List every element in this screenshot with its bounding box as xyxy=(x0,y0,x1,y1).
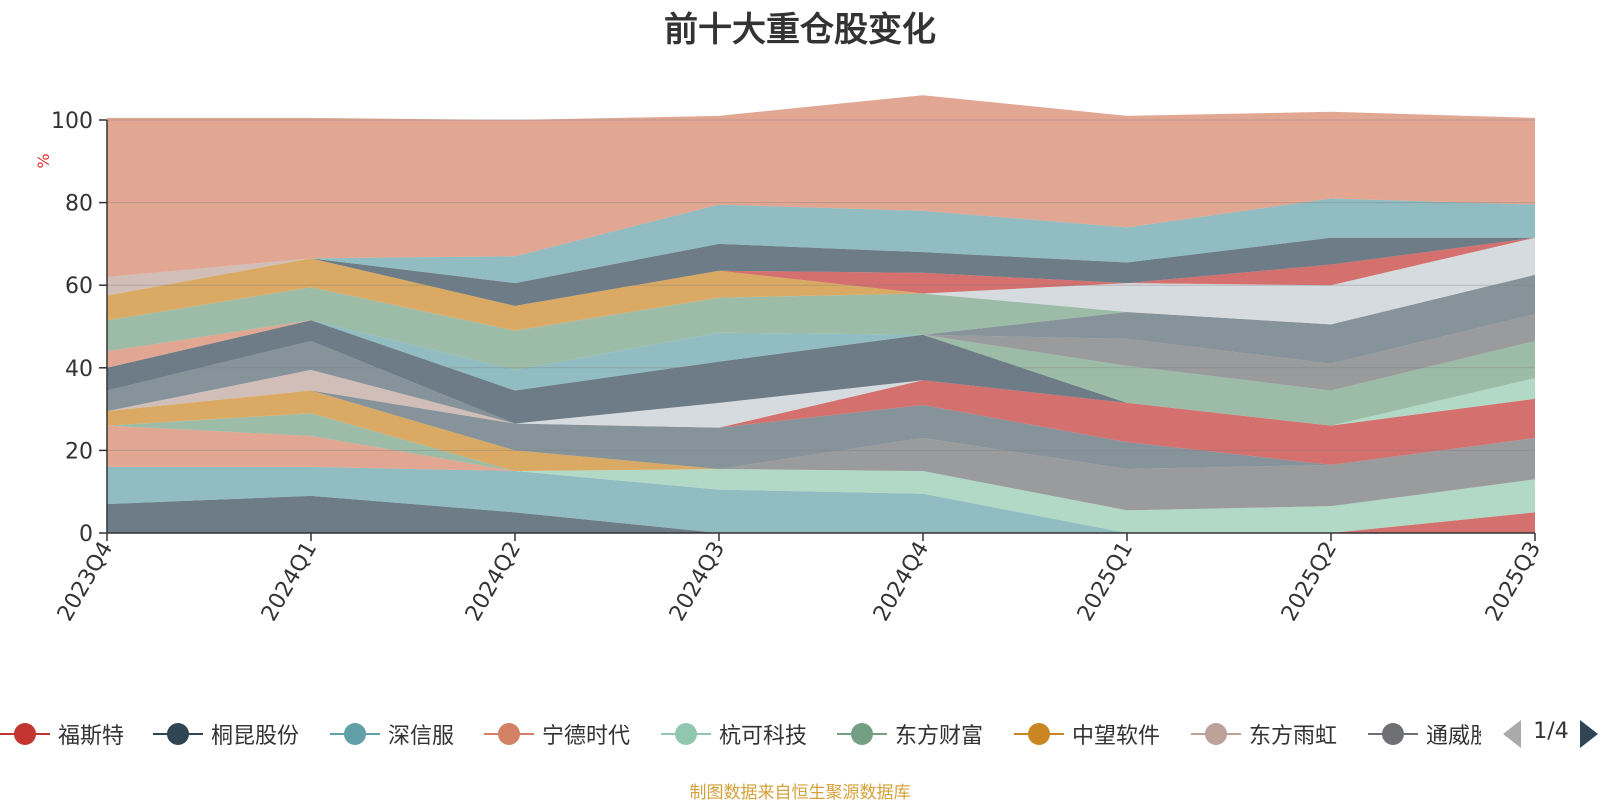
legend-dot-icon xyxy=(498,723,520,745)
x-tick-label: 2024Q1 xyxy=(257,538,322,626)
area-band-s15[interactable] xyxy=(107,320,1535,426)
area-band-s18[interactable] xyxy=(107,314,1535,391)
area-band-s22[interactable] xyxy=(107,237,1535,331)
legend-marker-icon xyxy=(1191,712,1241,756)
legend-label: 福斯特 xyxy=(58,724,125,749)
area-band-s26[interactable] xyxy=(107,237,1535,306)
source-note: 制图数据来自恒生聚源数据库 xyxy=(689,783,911,803)
legend-item[interactable]: 杭可科技 xyxy=(661,712,807,756)
legend-next-page-button[interactable] xyxy=(1580,720,1598,748)
legend-item[interactable]: 通威股份 xyxy=(1368,712,1481,756)
x-tick-label: 2025Q2 xyxy=(1277,538,1342,626)
y-tick-label: 0 xyxy=(79,522,93,547)
legend-label: 宁德时代 xyxy=(542,724,631,749)
legend-marker-icon xyxy=(661,712,711,756)
stacked-area-chart: 0 20 40 60 80 100 2023Q4 2024Q1 2024Q2 2024Q3 2024… xyxy=(34,95,1546,626)
legend-page-indicator: 1/4 xyxy=(1533,719,1569,744)
y-tick-label: 20 xyxy=(65,439,93,464)
area-band-s28[interactable] xyxy=(107,95,1535,277)
legend-marker-icon xyxy=(1368,712,1418,756)
legend-dot-icon xyxy=(675,723,697,745)
legend-label: 杭可科技 xyxy=(719,724,808,749)
y-tick-label: 100 xyxy=(51,109,93,134)
legend-item[interactable]: 福斯特 xyxy=(0,712,124,756)
area-band-s27[interactable] xyxy=(107,198,1535,284)
legend-prev-page-button[interactable] xyxy=(1503,720,1521,748)
legend: 福斯特 桐昆股份 深信服 宁德时代 杭可科技 东方财富 中望软件 东方雨虹 通威股份 1/4 xyxy=(0,712,1600,756)
legend-item[interactable]: 宁德时代 xyxy=(484,712,630,756)
legend-label: 东方雨虹 xyxy=(1249,724,1338,749)
legend-item[interactable]: 东方雨虹 xyxy=(1191,712,1337,756)
area-band-s12[interactable] xyxy=(107,369,1535,428)
legend-marker-icon xyxy=(153,712,203,756)
y-axis-label: % xyxy=(34,153,53,168)
y-tick-label: 60 xyxy=(65,274,93,299)
area-band-s10[interactable] xyxy=(107,380,1535,465)
area-band-s06[interactable] xyxy=(107,425,1535,472)
legend-dot-icon xyxy=(1382,723,1404,745)
area-series xyxy=(107,95,1535,533)
area-band-s19[interactable] xyxy=(107,274,1535,370)
x-tick-label: 2025Q1 xyxy=(1073,538,1138,626)
legend-item[interactable]: 深信服 xyxy=(330,712,454,756)
legend-item[interactable]: 东方财富 xyxy=(837,712,983,756)
legend-label: 深信服 xyxy=(388,724,455,749)
area-band-s21[interactable] xyxy=(107,274,1535,370)
chart-title: 前十大重仓股变化 xyxy=(664,10,936,50)
area-band-s13[interactable] xyxy=(107,340,1535,428)
legend-dot-icon xyxy=(344,723,366,745)
area-band-s05[interactable] xyxy=(107,438,1535,511)
area-band-s17[interactable] xyxy=(107,314,1535,391)
legend-dot-icon xyxy=(851,723,873,745)
area-band-s01[interactable] xyxy=(107,512,1535,533)
legend-item[interactable]: 桐昆股份 xyxy=(153,712,299,756)
area-band-s09[interactable] xyxy=(107,390,1535,469)
area-band-s03[interactable] xyxy=(107,466,1535,533)
x-tick-label: 2024Q4 xyxy=(869,538,934,626)
legend-dot-icon xyxy=(167,723,189,745)
legend-label: 通威股份 xyxy=(1426,724,1481,749)
legend-label: 东方财富 xyxy=(895,724,984,749)
legend-marker-icon xyxy=(1014,712,1064,756)
x-tick-label: 2024Q2 xyxy=(461,538,526,626)
area-band-s16[interactable] xyxy=(107,320,1535,426)
y-tick-label: 80 xyxy=(65,192,93,217)
legend-dot-icon xyxy=(14,723,36,745)
legend-item[interactable]: 中望软件 xyxy=(1014,712,1160,756)
area-band-s04[interactable] xyxy=(107,466,1535,533)
legend-dot-icon xyxy=(1028,723,1050,745)
legend-label: 中望软件 xyxy=(1072,724,1161,749)
area-band-s23[interactable] xyxy=(107,237,1535,331)
legend-items: 福斯特 桐昆股份 深信服 宁德时代 杭可科技 东方财富 中望软件 东方雨虹 通威股份 xyxy=(0,712,1481,756)
legend-label: 桐昆股份 xyxy=(211,724,300,749)
x-tick-label: 2024Q3 xyxy=(665,538,730,626)
legend-dot-icon xyxy=(1205,723,1227,745)
area-band-s07[interactable] xyxy=(107,413,1535,472)
x-tick-label: 2023Q4 xyxy=(53,538,118,626)
area-band-s02[interactable] xyxy=(107,495,1535,533)
area-band-s08[interactable] xyxy=(107,390,1535,472)
y-tick-label: 40 xyxy=(65,357,93,382)
legend-marker-icon xyxy=(0,712,50,756)
x-tick-label: 2025Q3 xyxy=(1481,538,1546,626)
legend-marker-icon xyxy=(837,712,887,756)
legend-marker-icon xyxy=(484,712,534,756)
legend-marker-icon xyxy=(330,712,380,756)
